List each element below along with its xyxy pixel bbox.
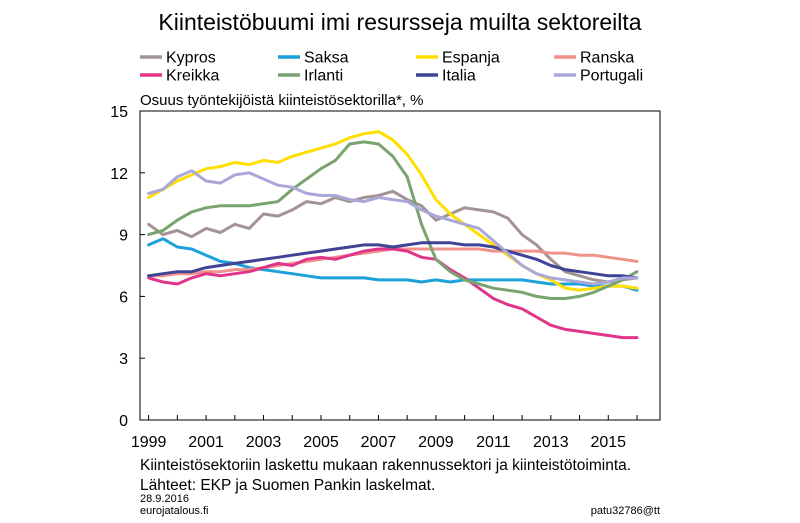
series-line-portugali (147, 169, 639, 286)
footnote: Kiinteistösektoriin laskettu mukaan rake… (140, 457, 631, 474)
series-layer (147, 130, 639, 340)
legend-label: Kypros (166, 50, 216, 67)
legend-label: Kreikka (166, 68, 219, 85)
x-tick-label: 2015 (590, 434, 626, 451)
legend-label: Espanja (442, 50, 500, 67)
y-tick-label: 3 (119, 351, 128, 368)
legend-label: Ranska (580, 50, 634, 67)
chart-title: Kiinteistöbuumi imi resursseja muilta se… (158, 9, 641, 35)
x-tick-label: 1999 (131, 434, 167, 451)
sources: Lähteet: EKP ja Suomen Pankin laskelmat. (140, 477, 435, 494)
legend-label: Saksa (304, 50, 349, 67)
y-tick-label: 12 (110, 166, 128, 183)
x-tick-label: 2011 (476, 434, 511, 451)
plot-frame (139, 110, 661, 421)
x-tick-label: 2001 (188, 434, 224, 451)
code-label: patu32786@tt (591, 505, 660, 517)
x-axis: 1999 2001 2003 2005 2007 2009 2011 2013 2015 (131, 415, 638, 451)
y-axis: 0 3 6 9 12 15 (110, 104, 145, 430)
y-tick-label: 6 (119, 289, 128, 306)
site-label: eurojatalous.fi (140, 505, 209, 517)
series-line-irlanti (147, 140, 639, 300)
x-tick-label: 2005 (303, 434, 339, 451)
x-tick-label: 2013 (533, 434, 569, 451)
x-tick-label: 2007 (361, 434, 397, 451)
series-line-kreikka (147, 247, 639, 340)
plot-area: 0 3 6 9 12 15 1999 2001 2003 2005 2007 2009 2011 201… (110, 104, 661, 451)
x-tick-label: 2009 (418, 434, 454, 451)
y-axis-label: Osuus työntekijöistä kiinteistösektorill… (140, 92, 423, 109)
legend-label: Italia (442, 68, 476, 85)
y-tick-label: 15 (110, 104, 128, 121)
legend-label: Portugali (580, 68, 643, 85)
legend: Kypros Saksa Espanja Ranska Kreikka Irlanti It… (140, 50, 643, 85)
y-tick-label: 0 (119, 413, 128, 430)
y-tick-label: 9 (119, 228, 128, 245)
x-tick-label: 2003 (246, 434, 282, 451)
series-line-espanja (147, 130, 639, 292)
series-line-italia (147, 241, 639, 280)
legend-label: Irlanti (304, 68, 343, 85)
series-line-kypros (147, 189, 639, 284)
date-label: 28.9.2016 (140, 493, 189, 505)
